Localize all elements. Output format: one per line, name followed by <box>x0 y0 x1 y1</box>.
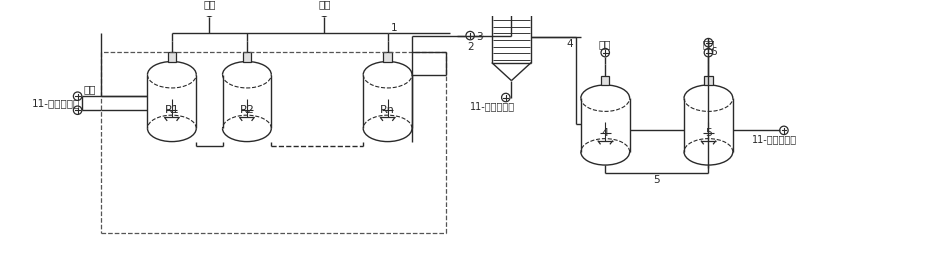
Text: R1: R1 <box>165 105 179 115</box>
Text: 11-溨代十一酸: 11-溨代十一酸 <box>31 98 80 108</box>
Text: 氮气: 氮气 <box>204 0 216 9</box>
Text: 3: 3 <box>475 32 482 42</box>
Text: R2: R2 <box>240 105 255 115</box>
Text: 4: 4 <box>601 128 609 138</box>
Text: 氮气: 氮气 <box>599 40 612 50</box>
Bar <box>242 52 251 62</box>
Text: 11-氨基十一酸: 11-氨基十一酸 <box>470 101 515 111</box>
Text: 氮气: 氮气 <box>318 0 331 9</box>
Text: 4: 4 <box>566 39 573 49</box>
Bar <box>705 76 713 85</box>
Text: 11-氨基十一酸: 11-氨基十一酸 <box>752 134 796 144</box>
Text: 2: 2 <box>467 42 474 52</box>
Bar <box>601 76 610 85</box>
Bar <box>384 52 392 62</box>
Text: 氮气: 氮气 <box>702 40 715 50</box>
Bar <box>168 52 176 62</box>
Text: Rn: Rn <box>380 105 395 115</box>
Text: 5: 5 <box>705 128 712 138</box>
Text: 6: 6 <box>710 47 717 57</box>
Text: 1: 1 <box>391 23 398 33</box>
Text: 氨水: 氨水 <box>83 84 97 94</box>
Text: 5: 5 <box>653 175 660 185</box>
